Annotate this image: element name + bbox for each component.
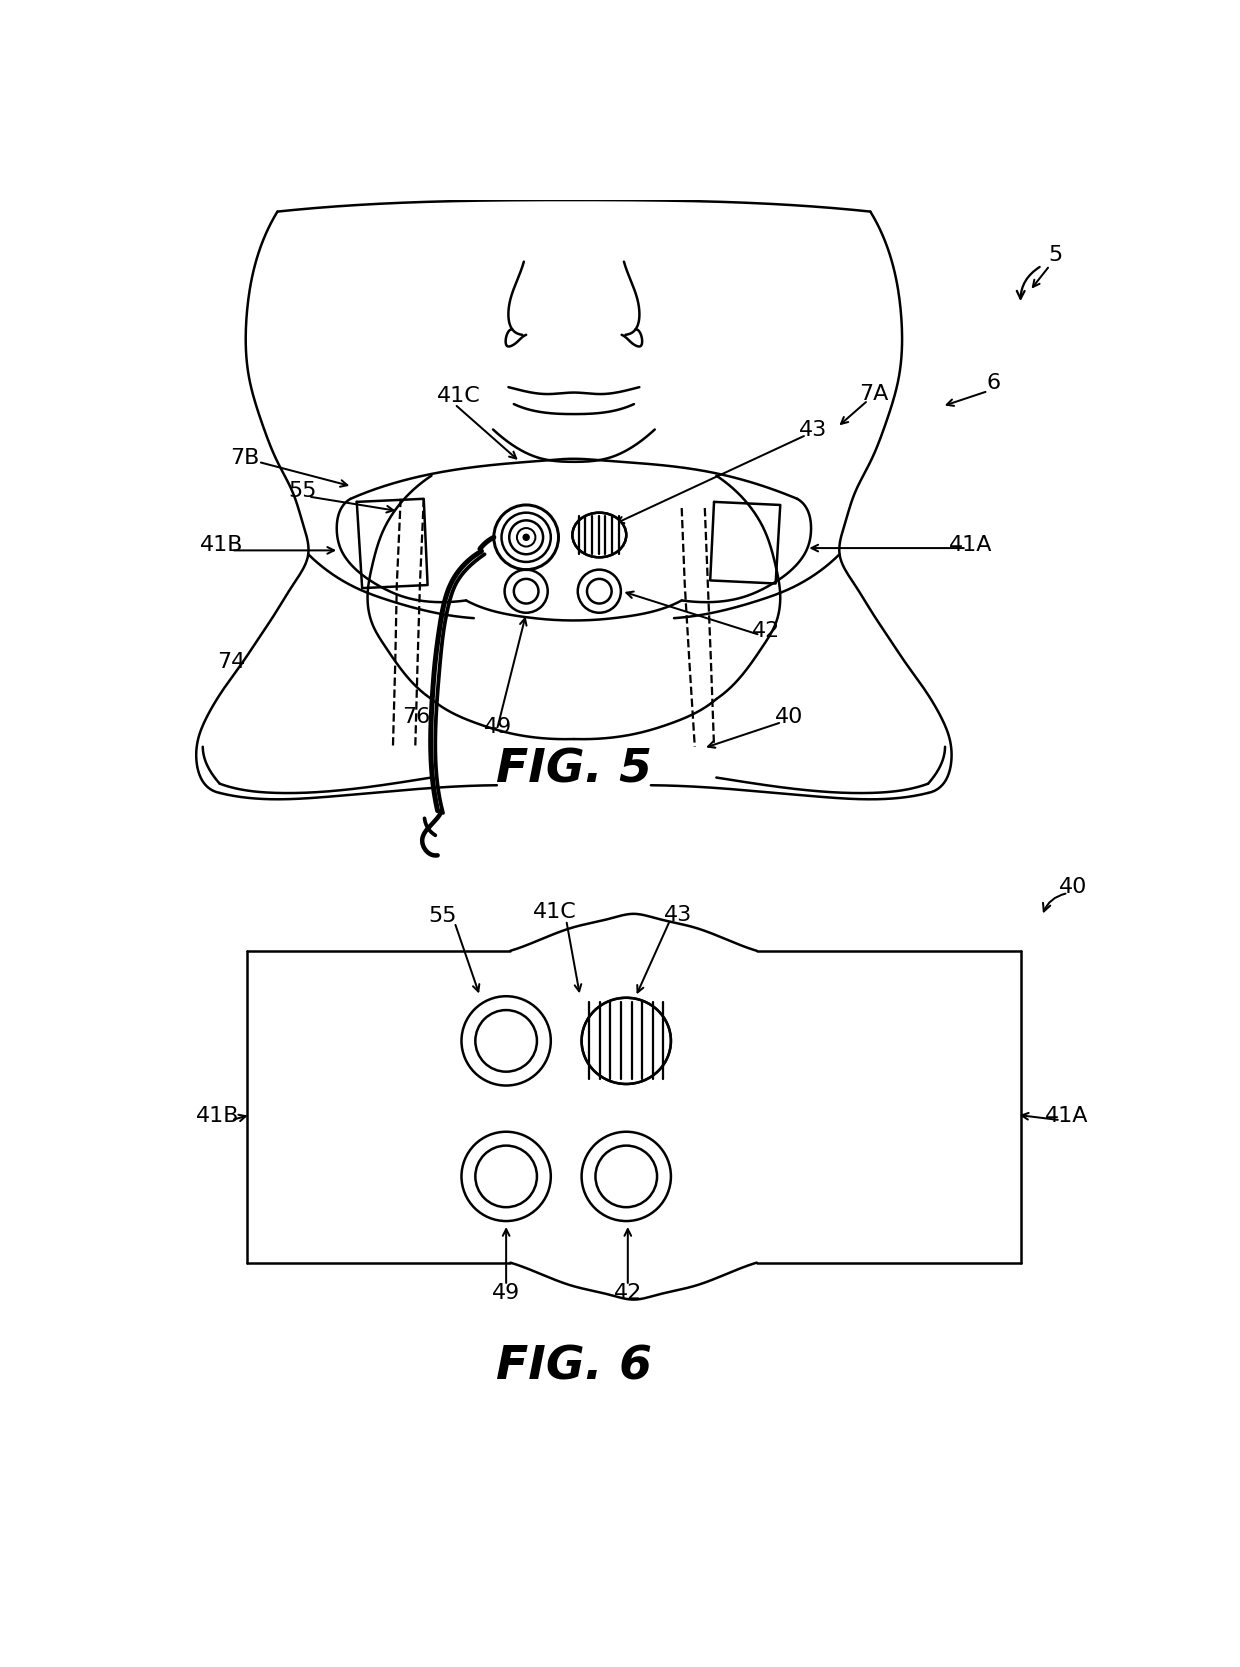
Text: 41A: 41A [949, 535, 992, 555]
Circle shape [523, 533, 529, 540]
Text: FIG. 5: FIG. 5 [496, 747, 652, 792]
Text: 74: 74 [217, 652, 246, 672]
Text: 41B: 41B [196, 1107, 239, 1127]
Text: 49: 49 [492, 1284, 521, 1304]
Text: 41A: 41A [1045, 1107, 1089, 1127]
Circle shape [595, 1145, 657, 1207]
Text: 7B: 7B [229, 448, 259, 468]
Text: 41C: 41C [533, 902, 577, 922]
Text: 43: 43 [799, 420, 827, 440]
Text: 55: 55 [429, 907, 458, 927]
Text: 41B: 41B [200, 535, 243, 555]
Text: 42: 42 [753, 622, 780, 642]
Ellipse shape [573, 513, 626, 557]
Text: 76: 76 [402, 707, 430, 727]
Circle shape [475, 1145, 537, 1207]
Text: 49: 49 [485, 717, 512, 737]
Text: 42: 42 [614, 1284, 642, 1304]
Text: 43: 43 [663, 905, 692, 925]
Text: 7A: 7A [859, 383, 889, 403]
Circle shape [475, 1010, 537, 1072]
Text: 55: 55 [289, 482, 317, 502]
Ellipse shape [582, 999, 671, 1084]
Text: 6: 6 [987, 373, 1001, 393]
Text: FIG. 6: FIG. 6 [496, 1344, 652, 1389]
Text: 40: 40 [1059, 877, 1087, 897]
Text: 5: 5 [1048, 245, 1063, 265]
Text: 41C: 41C [436, 387, 480, 407]
Text: 40: 40 [775, 707, 804, 727]
